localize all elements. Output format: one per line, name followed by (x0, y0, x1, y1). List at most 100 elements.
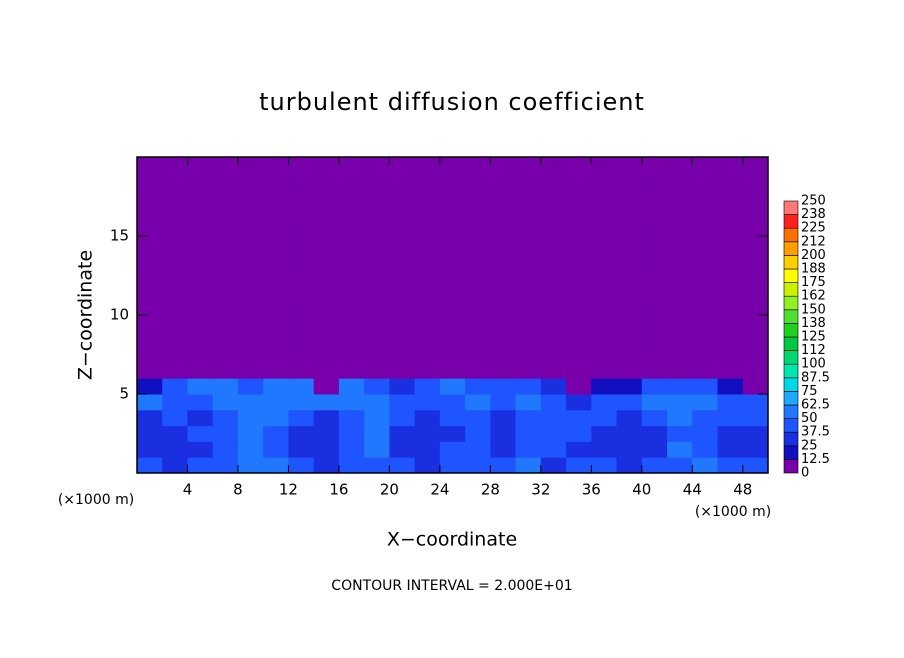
cell (338, 378, 365, 395)
cell (137, 251, 163, 269)
cell (717, 251, 744, 269)
cell (566, 346, 592, 363)
cell (439, 251, 466, 269)
cell (212, 220, 239, 237)
cell (338, 315, 365, 332)
chart-title: turbulent diffusion coefficient (259, 88, 645, 116)
cell (187, 457, 214, 474)
colorbar-band (783, 350, 799, 365)
cell (641, 267, 668, 284)
cell (389, 267, 416, 284)
colorbar-label: 200 (801, 248, 826, 263)
cell (187, 220, 214, 237)
cell (389, 457, 416, 474)
colorbar-label: 162 (801, 289, 826, 304)
cell (566, 315, 592, 332)
cell (641, 251, 668, 269)
cell (717, 330, 744, 348)
cell (237, 457, 264, 474)
cell (616, 362, 643, 379)
cell (187, 330, 214, 348)
x-tick-label: 8 (233, 481, 243, 499)
cell (414, 378, 441, 395)
cell (212, 362, 239, 379)
cell (439, 394, 466, 411)
cell (641, 425, 668, 442)
cell (313, 236, 340, 253)
colorbar-label: 212 (801, 234, 826, 249)
cell (465, 283, 491, 300)
cell (717, 346, 744, 363)
cell (338, 251, 365, 269)
cell (742, 157, 769, 174)
cell (591, 378, 618, 395)
cell (263, 441, 289, 458)
cell (288, 457, 315, 474)
cell (162, 236, 188, 253)
colorbar-label: 0 (801, 466, 809, 481)
cell (566, 220, 592, 237)
cell (237, 204, 264, 221)
colorbar-band (783, 241, 799, 256)
cell (616, 283, 643, 300)
cell (187, 251, 214, 269)
cell (742, 172, 769, 190)
cell (162, 172, 188, 190)
cell (439, 267, 466, 284)
cell (338, 425, 365, 442)
cell (515, 346, 542, 363)
cell (313, 394, 340, 411)
cell (439, 425, 466, 442)
cell (566, 251, 592, 269)
cell (237, 378, 264, 395)
cell (414, 409, 441, 427)
cell (162, 267, 188, 284)
cell (263, 220, 289, 237)
cell (465, 251, 491, 269)
cell (717, 315, 744, 332)
cell (692, 299, 719, 316)
cell (591, 425, 618, 442)
cell (137, 299, 163, 316)
cell (591, 157, 618, 174)
cell (540, 299, 567, 316)
cell (742, 362, 769, 379)
cell (137, 425, 163, 442)
colorbar-band (783, 459, 799, 474)
cell (162, 188, 188, 205)
cell (313, 346, 340, 363)
cell (742, 251, 769, 269)
cell (414, 457, 441, 474)
cell (187, 346, 214, 363)
colorbar-band (783, 377, 799, 392)
colorbar-band (783, 309, 799, 324)
cell (338, 236, 365, 253)
cell (641, 394, 668, 411)
cell (616, 425, 643, 442)
cell (414, 157, 441, 174)
cell (465, 441, 491, 458)
cell (667, 283, 693, 300)
cell (641, 236, 668, 253)
cell (692, 425, 719, 442)
colorbar-label: 62.5 (801, 398, 830, 413)
cell (591, 330, 618, 348)
colorbar-label: 87.5 (801, 370, 830, 385)
cell (187, 172, 214, 190)
cell (263, 457, 289, 474)
cell (187, 378, 214, 395)
cell (641, 283, 668, 300)
cell (641, 188, 668, 205)
cell (414, 346, 441, 363)
cell (667, 236, 693, 253)
cell (338, 172, 365, 190)
cell (742, 220, 769, 237)
cell (540, 362, 567, 379)
cell (742, 378, 769, 395)
cell (717, 157, 744, 174)
cell (667, 220, 693, 237)
colorbar-band (783, 431, 799, 447)
cell (338, 188, 365, 205)
cell (591, 220, 618, 237)
cell (389, 346, 416, 363)
